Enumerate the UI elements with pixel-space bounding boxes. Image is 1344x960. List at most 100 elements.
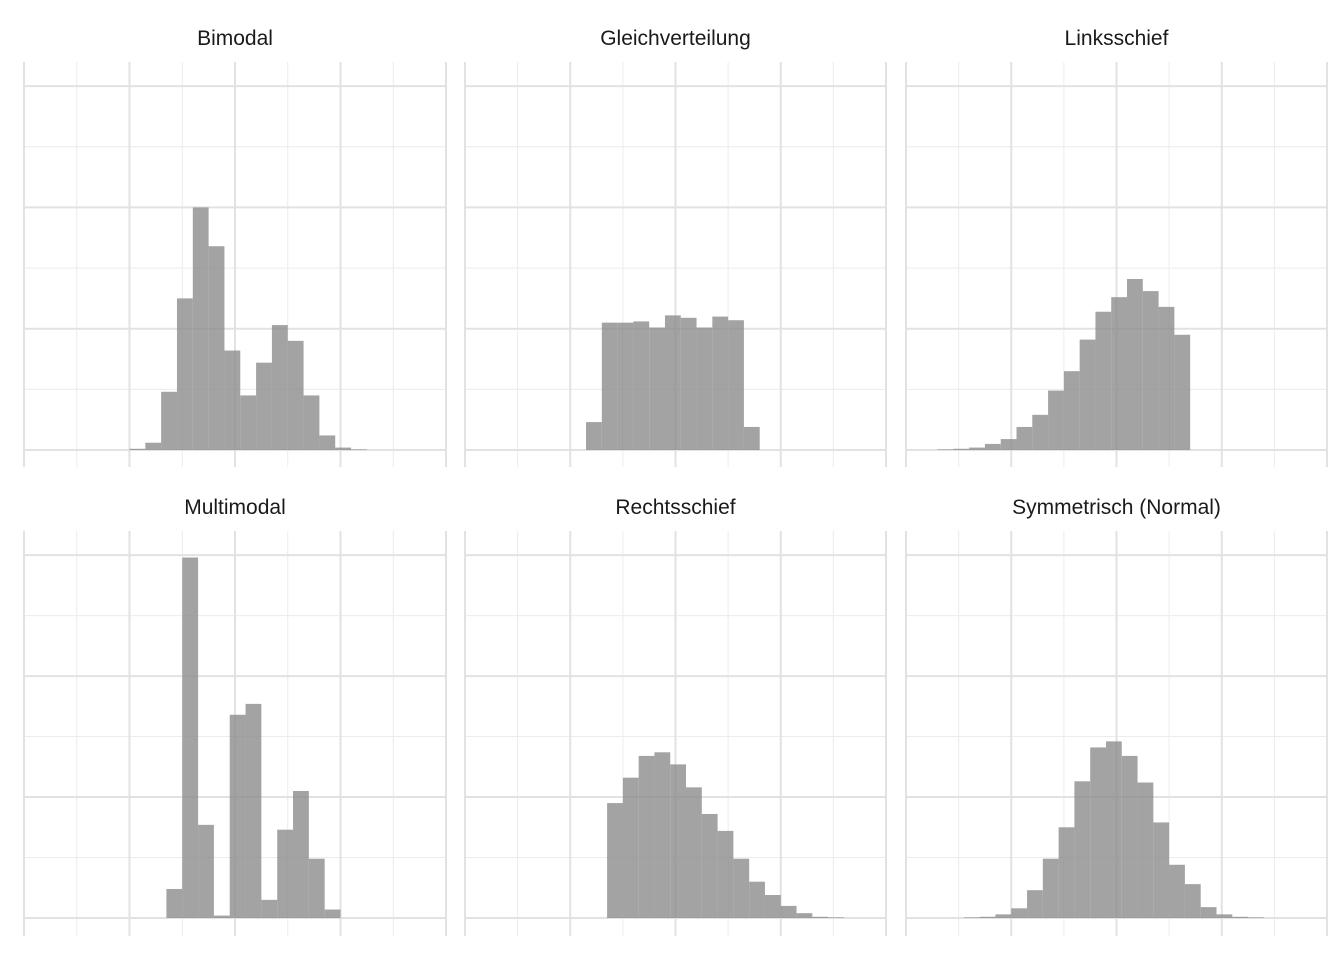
histogram-bar xyxy=(1000,439,1017,450)
facet-title: Symmetrisch (Normal) xyxy=(1012,496,1221,519)
histogram-bar xyxy=(1142,291,1159,450)
histogram-bar xyxy=(764,895,781,918)
histogram-bar xyxy=(984,443,1001,450)
histogram-bar xyxy=(308,858,325,918)
facet-title: Linksschief xyxy=(1065,27,1169,50)
histogram-bar xyxy=(617,322,634,450)
histogram-bar xyxy=(161,391,177,450)
histogram-bar xyxy=(995,914,1012,918)
histogram-bar xyxy=(680,317,697,450)
histogram-bar xyxy=(969,447,985,450)
histogram-bar xyxy=(654,752,671,918)
histogram-bar xyxy=(213,915,230,918)
histogram-bar xyxy=(129,448,146,450)
histogram-bar xyxy=(1232,916,1249,918)
histogram-bar xyxy=(953,448,970,450)
histogram-bar xyxy=(979,916,996,918)
histogram-bar xyxy=(208,246,225,450)
histogram-bar xyxy=(717,830,734,918)
facet-panel: Rechtsschief xyxy=(464,496,887,936)
histogram-bar xyxy=(733,858,750,918)
facet-title: Rechtsschief xyxy=(615,496,735,519)
histogram-bar xyxy=(224,350,241,450)
histogram-bar xyxy=(1058,827,1075,918)
histogram-bar xyxy=(937,449,954,450)
histogram-bar xyxy=(1174,334,1191,450)
histogram-bar xyxy=(166,888,183,918)
histogram-bar xyxy=(780,905,797,918)
histogram-bar xyxy=(176,298,193,450)
histogram-bar xyxy=(686,787,702,918)
histogram-bar xyxy=(622,777,639,918)
facet-title: Gleichverteilung xyxy=(600,27,751,50)
histogram-bar xyxy=(828,917,844,918)
histogram-bar xyxy=(1137,782,1154,918)
histogram-bar xyxy=(229,714,246,918)
histogram-bar xyxy=(245,703,262,918)
histogram-bar xyxy=(796,913,813,918)
facet-panel: Multimodal xyxy=(23,496,447,936)
histogram-bar xyxy=(1042,858,1059,918)
histogram-bar xyxy=(696,327,713,450)
histogram-bar xyxy=(145,442,162,450)
histogram-bar xyxy=(712,316,729,450)
histogram-bar xyxy=(287,340,304,450)
histogram-bar xyxy=(277,829,294,918)
histogram-bar xyxy=(586,422,602,450)
facet-panel: Bimodal xyxy=(23,27,447,467)
histogram-bar xyxy=(1032,414,1049,450)
histogram-bar xyxy=(633,321,650,450)
facet-title: Bimodal xyxy=(197,27,273,50)
histogram-bar xyxy=(1216,914,1233,918)
histogram-bar xyxy=(1158,306,1175,450)
facet-panel: Symmetrisch (Normal) xyxy=(905,496,1328,936)
histogram-bar xyxy=(335,447,352,450)
histogram-bar xyxy=(1127,278,1143,450)
histogram-bar xyxy=(256,362,272,450)
histogram-bar xyxy=(303,395,320,450)
facet-panel: Linksschief xyxy=(905,27,1328,467)
histogram-bar xyxy=(1027,890,1043,918)
histogram-bar xyxy=(1248,917,1264,918)
histogram-bar xyxy=(182,557,199,918)
facet-panel: Gleichverteilung xyxy=(464,27,887,467)
histogram-bar xyxy=(649,327,665,450)
histogram-bar xyxy=(749,881,765,918)
histogram-bar xyxy=(1111,297,1128,450)
histogram-bar xyxy=(1105,741,1122,918)
histogram-bar xyxy=(701,813,718,918)
histogram-bar xyxy=(293,790,309,918)
histogram-bar xyxy=(1200,907,1217,918)
histogram-bar xyxy=(198,824,214,918)
histogram-bar xyxy=(1079,339,1096,450)
histogram-bar xyxy=(1169,864,1185,918)
histogram-bar xyxy=(351,449,367,450)
histogram-bar xyxy=(1184,884,1201,918)
histogram-bar xyxy=(271,325,288,450)
histogram-bar xyxy=(1011,908,1028,918)
histogram-bar xyxy=(1048,390,1064,450)
facet-title: Multimodal xyxy=(184,496,286,519)
histogram-bar xyxy=(324,909,341,918)
histogram-bar xyxy=(638,755,655,918)
histogram-bar xyxy=(601,322,618,450)
histogram-bar xyxy=(319,435,336,450)
histogram-bar xyxy=(261,899,278,918)
histogram-bar xyxy=(743,426,760,450)
histogram-bar xyxy=(1090,747,1106,918)
histogram-bar xyxy=(1153,822,1170,918)
histogram-bar xyxy=(1063,371,1080,450)
histogram-bar xyxy=(240,395,257,450)
histogram-bar xyxy=(728,320,744,450)
histogram-bar xyxy=(1095,311,1112,450)
histogram-bar xyxy=(607,803,623,918)
histogram-bar xyxy=(1121,755,1138,918)
histogram-bar xyxy=(192,207,209,450)
histogram-bar xyxy=(812,916,829,918)
histogram-bar xyxy=(1074,781,1091,918)
histogram-bar xyxy=(1016,426,1033,450)
histogram-bar xyxy=(670,764,687,918)
histogram-bar xyxy=(963,917,980,918)
histogram-bar xyxy=(664,315,681,450)
